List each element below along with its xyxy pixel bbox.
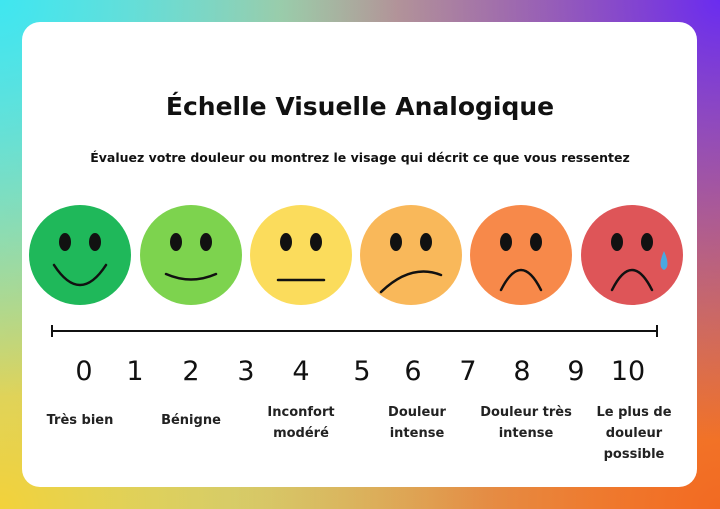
- mouth: [52, 263, 108, 287]
- pain-label-line: modéré: [273, 426, 329, 441]
- face-circle: [360, 205, 462, 305]
- pain-label-line: Inconfort: [267, 405, 335, 420]
- pain-label-line: Bénigne: [161, 413, 221, 428]
- scale-number: 7: [459, 356, 477, 387]
- scale-number: 1: [126, 356, 144, 387]
- scale-number: 9: [567, 356, 585, 387]
- mouth: [610, 268, 654, 292]
- pain-label-line: Très bien: [46, 413, 114, 428]
- pain-label-line: Le plus de: [596, 405, 672, 420]
- right-eye: [200, 233, 212, 251]
- face-3: [360, 205, 462, 305]
- scale-number: 0: [75, 356, 93, 387]
- mouth: [499, 268, 543, 292]
- left-eye: [170, 233, 182, 251]
- mouth: [164, 272, 218, 281]
- pain-label: Douleur intense: [362, 402, 472, 444]
- scale-number: 8: [513, 356, 531, 387]
- face-circle: [250, 205, 352, 305]
- left-eye: [611, 233, 623, 251]
- face-circle: [581, 205, 683, 305]
- face-1: [140, 205, 242, 305]
- tear-icon: [660, 251, 668, 270]
- pain-label: Inconfort modéré: [246, 402, 356, 444]
- pain-label: Très bien: [25, 410, 135, 431]
- pain-label: Le plus de douleur possible: [579, 402, 689, 465]
- face-0: [29, 205, 131, 305]
- pain-label-line: intense: [389, 426, 445, 441]
- left-eye: [500, 233, 512, 251]
- subtitle: Évaluez votre douleur ou montrez le visa…: [90, 150, 630, 165]
- pain-label-line: Douleur très: [480, 405, 572, 420]
- right-eye: [530, 233, 542, 251]
- face-circle: [470, 205, 572, 305]
- scale-number: 2: [182, 356, 200, 387]
- pain-label-line: Douleur: [388, 405, 446, 420]
- page-title: Échelle Visuelle Analogique: [165, 92, 555, 121]
- pain-label: Douleur très intense: [471, 402, 581, 444]
- right-eye: [641, 233, 653, 251]
- scale-number: 4: [292, 356, 310, 387]
- mouth: [379, 270, 443, 294]
- right-eye: [89, 233, 101, 251]
- left-eye: [390, 233, 402, 251]
- scale-number: 6: [404, 356, 422, 387]
- pain-label: Bénigne: [136, 410, 246, 431]
- left-eye: [59, 233, 71, 251]
- scale-number: 5: [353, 356, 371, 387]
- face-4: [470, 205, 572, 305]
- right-eye: [420, 233, 432, 251]
- right-eye: [310, 233, 322, 251]
- pain-label-line: douleur: [605, 426, 663, 441]
- face-circle: [140, 205, 242, 305]
- pain-label-line: possible: [603, 447, 665, 462]
- left-eye: [280, 233, 292, 251]
- pain-label-line: intense: [498, 426, 554, 441]
- face-5: [581, 205, 683, 305]
- face-2: [250, 205, 352, 305]
- scale-number: 3: [237, 356, 255, 387]
- scale-number: 10: [610, 356, 646, 387]
- face-circle: [29, 205, 131, 305]
